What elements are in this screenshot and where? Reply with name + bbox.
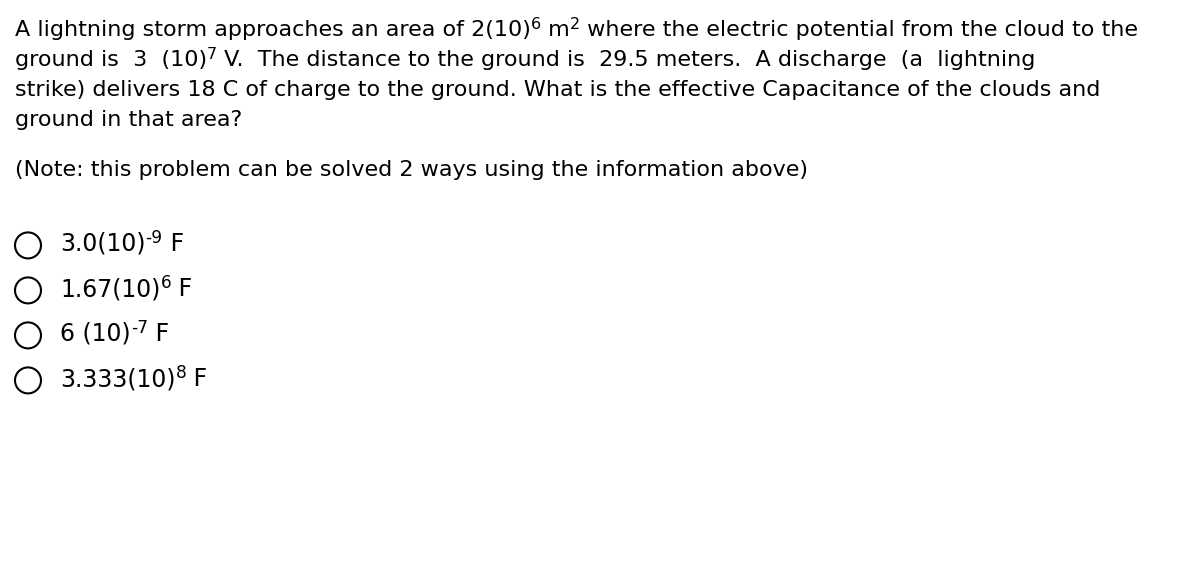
Text: (Note: this problem can be solved 2 ways using the information above): (Note: this problem can be solved 2 ways… (14, 160, 808, 180)
Text: -9: -9 (145, 230, 163, 248)
Text: m: m (541, 20, 570, 40)
Text: 8: 8 (175, 364, 186, 383)
Text: 6 (10): 6 (10) (60, 322, 131, 346)
Text: 3.333(10): 3.333(10) (60, 367, 175, 391)
Text: 7: 7 (208, 47, 217, 62)
Text: -7: -7 (131, 319, 148, 338)
Text: 3.0(10): 3.0(10) (60, 232, 145, 256)
Text: where the electric potential from the cloud to the: where the electric potential from the cl… (580, 20, 1138, 40)
Text: F: F (172, 277, 192, 301)
Text: V.  The distance to the ground is  29.5 meters.  A discharge  (a  lightning: V. The distance to the ground is 29.5 me… (217, 50, 1036, 70)
Text: strike) delivers 18 C of charge to the ground. What is the effective Capacitance: strike) delivers 18 C of charge to the g… (14, 80, 1100, 100)
Text: ground is  3  (10): ground is 3 (10) (14, 50, 208, 70)
Text: ground in that area?: ground in that area? (14, 110, 242, 130)
Text: 2: 2 (570, 17, 580, 32)
Text: 1.67(10): 1.67(10) (60, 277, 161, 301)
Text: 6: 6 (530, 17, 541, 32)
Text: A lightning storm approaches an area of 2(10): A lightning storm approaches an area of … (14, 20, 530, 40)
Text: F: F (186, 367, 208, 391)
Text: F: F (148, 322, 169, 346)
Text: F: F (163, 232, 184, 256)
Text: 6: 6 (161, 274, 172, 293)
